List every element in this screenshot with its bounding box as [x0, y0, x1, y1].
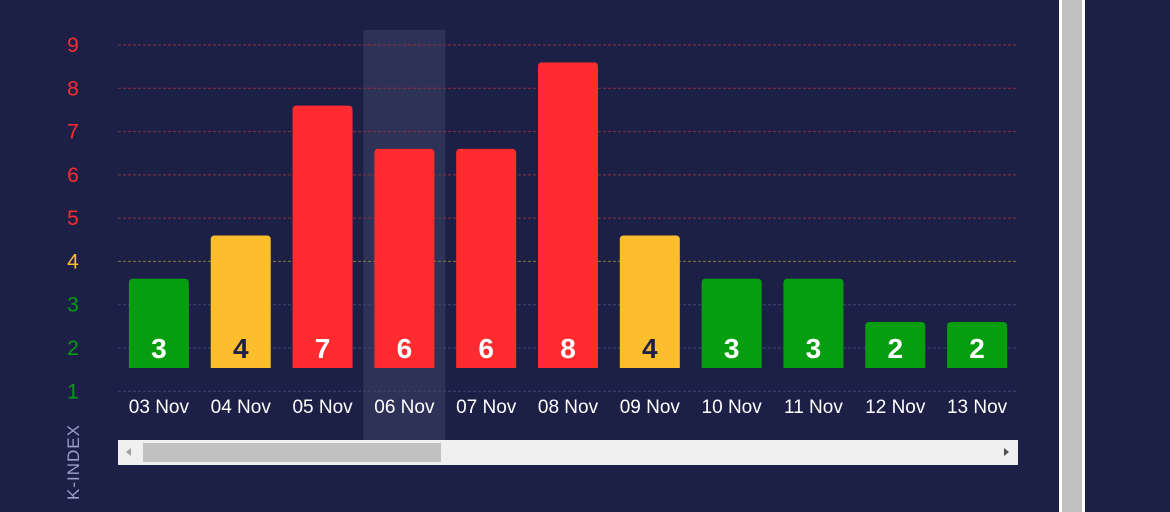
bar-value-label: 4	[233, 333, 249, 364]
y-tick-1: 1	[67, 380, 79, 403]
bar-08-nov[interactable]	[538, 62, 598, 369]
bar-value-label: 2	[969, 333, 985, 364]
vertical-scrollbar-thumb[interactable]	[1062, 0, 1082, 512]
bar-04-nov[interactable]	[210, 235, 271, 368]
bar-06-nov[interactable]	[374, 148, 435, 368]
x-tick-label: 12 Nov	[865, 397, 926, 418]
y-tick-3: 3	[67, 294, 79, 317]
y-tick-4: 4	[67, 250, 79, 273]
x-tick-label: 06 Nov	[374, 397, 435, 418]
x-axis-ticks: 03 Nov 04 Nov 05 Nov 06 Nov 07 Nov 08 Nov 09 N…	[129, 397, 1008, 418]
x-tick-label: 09 Nov	[620, 397, 681, 418]
triangle-left-icon[interactable]	[118, 440, 143, 465]
bar-03-nov[interactable]	[128, 278, 189, 368]
scrollbar-thumb[interactable]	[143, 443, 441, 462]
x-tick-label: 10 Nov	[702, 397, 763, 418]
x-tick-label: 13 Nov	[947, 397, 1008, 418]
y-tick-9: 9	[67, 34, 79, 57]
bar-07-nov[interactable]	[456, 148, 517, 368]
x-tick-label: 03 Nov	[129, 397, 190, 418]
bar-13-nov[interactable]	[947, 322, 1008, 368]
y-tick-5: 5	[67, 207, 79, 230]
x-tick-label: 11 Nov	[784, 397, 843, 418]
bar-value-label: 3	[724, 333, 740, 364]
x-tick-label: 07 Nov	[456, 397, 517, 418]
bars-layer: 3 4 7 6 6 8 4 3 3 2 2	[128, 62, 1008, 369]
y-axis-label: K-INDEX	[64, 424, 83, 500]
bar-value-label: 3	[806, 333, 822, 364]
triangle-right-icon[interactable]	[993, 440, 1018, 465]
bar-value-label: 8	[560, 333, 576, 364]
bar-value-label: 3	[151, 333, 167, 364]
bar-09-nov[interactable]	[619, 235, 680, 368]
bar-11-nov[interactable]	[783, 278, 844, 368]
y-tick-6: 6	[67, 164, 79, 187]
bar-value-label: 7	[315, 333, 331, 364]
bar-value-label: 6	[397, 333, 413, 364]
x-tick-label: 04 Nov	[211, 397, 272, 418]
y-tick-7: 7	[67, 121, 79, 144]
bar-12-nov[interactable]	[865, 322, 926, 368]
y-axis-ticks: 1 2 3 4 5 6 7 8 9	[67, 34, 79, 403]
x-tick-label: 08 Nov	[538, 397, 599, 418]
x-tick-label: 05 Nov	[292, 397, 353, 418]
vertical-scrollbar[interactable]	[1059, 0, 1085, 512]
bar-value-label: 4	[642, 333, 658, 364]
y-tick-8: 8	[67, 77, 79, 100]
bar-value-label: 2	[887, 333, 903, 364]
y-tick-2: 2	[67, 337, 79, 360]
horizontal-scrollbar[interactable]	[118, 440, 1018, 465]
bar-05-nov[interactable]	[292, 105, 353, 368]
bar-10-nov[interactable]	[701, 278, 762, 368]
bar-value-label: 6	[478, 333, 494, 364]
